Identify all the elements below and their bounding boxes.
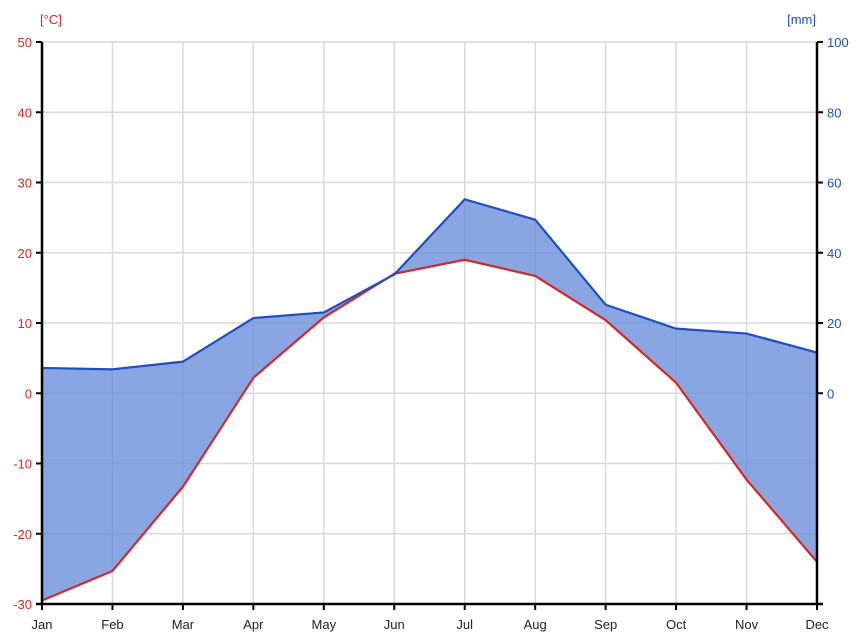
x-tick-label: Jun — [384, 617, 405, 632]
grid-lines — [41, 41, 818, 605]
x-tick-label: Nov — [735, 617, 759, 632]
left-tick-label: 10 — [18, 316, 32, 331]
x-tick-label: Sep — [594, 617, 617, 632]
x-tick-label: May — [312, 617, 337, 632]
x-tick-label: Jan — [32, 617, 53, 632]
x-tick-label: Aug — [524, 617, 547, 632]
right-tick-label: 80 — [827, 105, 841, 120]
left-tick-label: 30 — [18, 176, 32, 191]
left-axis-ticks: 50 40 30 20 10 0 -10 -20 -30 — [13, 35, 42, 612]
left-tick-label: 0 — [25, 386, 32, 401]
x-axis-ticks: Jan Feb Mar Apr May Jun Jul Aug Sep Oct Nov Dec — [32, 604, 829, 632]
left-axis-unit: [°C] — [40, 12, 62, 27]
x-tick-label: Apr — [243, 617, 264, 632]
left-tick-label: -30 — [13, 597, 32, 612]
right-tick-label: 20 — [827, 316, 841, 331]
left-tick-label: 40 — [18, 105, 32, 120]
x-tick-label: Jul — [456, 617, 473, 632]
temperature-line — [41, 258, 818, 602]
right-tick-label: 0 — [827, 386, 834, 401]
x-tick-label: Oct — [666, 617, 687, 632]
precipitation-line — [41, 198, 818, 371]
x-tick-label: Feb — [101, 617, 123, 632]
left-tick-label: -10 — [13, 457, 32, 472]
left-tick-label: -20 — [13, 527, 32, 542]
precipitation-fill-area — [42, 199, 817, 601]
left-tick-label: 50 — [18, 35, 32, 50]
right-tick-label: 60 — [827, 176, 841, 191]
x-tick-label: Dec — [805, 617, 829, 632]
x-tick-label: Mar — [172, 617, 195, 632]
right-tick-label: 40 — [827, 246, 841, 261]
right-tick-label: 100 — [827, 35, 849, 50]
left-tick-label: 20 — [18, 246, 32, 261]
right-axis-ticks: 100 80 60 40 20 0 — [817, 35, 849, 401]
right-axis-unit: [mm] — [787, 12, 816, 27]
